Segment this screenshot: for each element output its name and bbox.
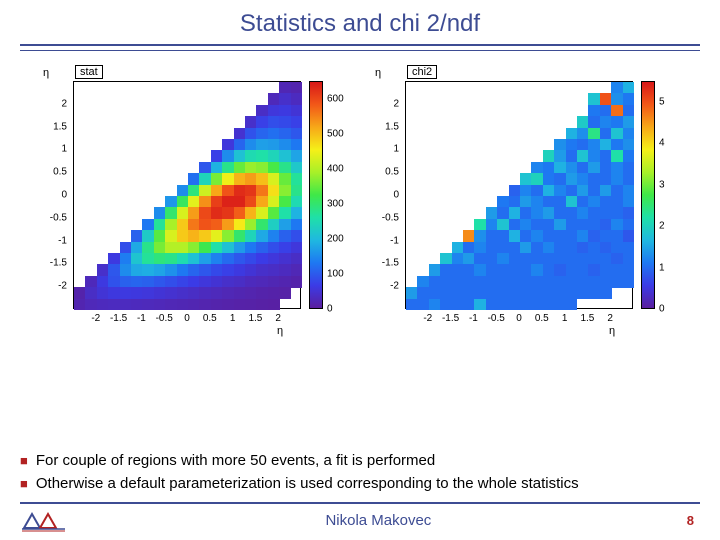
stat-heatmap xyxy=(73,81,301,309)
slide-title: Statistics and chi 2/ndf xyxy=(20,10,700,42)
chi2-heatmap-panel: chi2 η -2-1.5-1-0.500.511.52 -2-1.5-1-0.… xyxy=(365,65,687,345)
chi2-panel-label: chi2 xyxy=(407,65,437,79)
chi2-colorbar-ticks: 012345 xyxy=(659,81,685,309)
stat-panel-label: stat xyxy=(75,65,103,79)
chi2-colorbar xyxy=(641,81,655,309)
chi2-y-axis-label: η xyxy=(375,67,381,79)
chi2-heatmap xyxy=(405,81,633,309)
charts-row: stat η -2-1.5-1-0.500.511.52 -2-1.5-1-0.… xyxy=(20,53,700,440)
stat-heatmap-panel: stat η -2-1.5-1-0.500.511.52 -2-1.5-1-0.… xyxy=(33,65,355,345)
chi2-x-ticks: -2-1.5-1-0.500.511.52 xyxy=(405,313,633,327)
title-rule-2 xyxy=(20,50,700,51)
page-number: 8 xyxy=(687,513,694,528)
stat-y-ticks: -2-1.5-1-0.500.511.52 xyxy=(39,81,69,309)
stat-y-axis-label: η xyxy=(43,67,49,79)
chi2-y-ticks: -2-1.5-1-0.500.511.52 xyxy=(371,81,401,309)
footer: Nikola Makovec 8 xyxy=(20,502,700,532)
bullet-list: For couple of regions with more 50 event… xyxy=(20,440,700,502)
chi2-x-axis-label: η xyxy=(609,325,615,337)
author-name: Nikola Makovec xyxy=(70,512,687,529)
bullet-item: For couple of regions with more 50 event… xyxy=(20,452,700,469)
stat-colorbar-ticks: 0100200300400500600 xyxy=(327,81,353,309)
bullet-item: Otherwise a default parameterization is … xyxy=(20,475,700,492)
title-rule-1 xyxy=(20,44,700,46)
stat-x-axis-label: η xyxy=(277,325,283,337)
stat-x-ticks: -2-1.5-1-0.500.511.52 xyxy=(73,313,301,327)
lal-logo-icon xyxy=(20,508,70,532)
stat-colorbar xyxy=(309,81,323,309)
